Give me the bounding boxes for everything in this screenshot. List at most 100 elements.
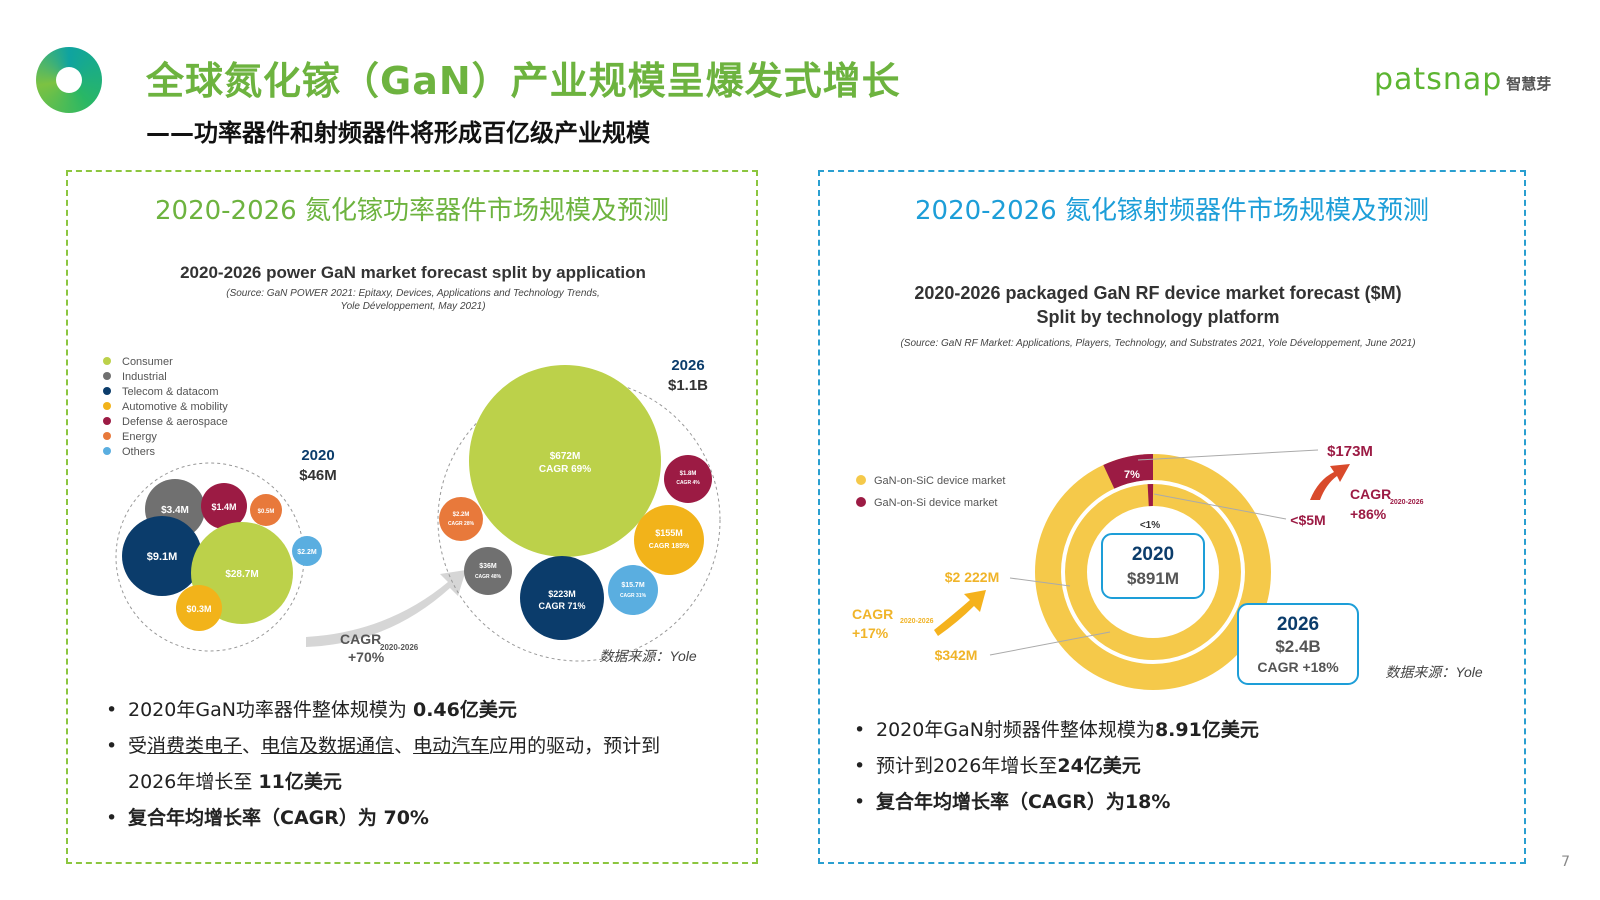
label-2020-telecom: $9.1M — [147, 551, 178, 563]
year-2026: 2026 — [671, 357, 704, 374]
legend-dot-consumer — [103, 357, 111, 365]
label-2026-industrial-cagr: CAGR 48% — [475, 574, 502, 580]
si-growth-arrow-icon — [1310, 464, 1350, 500]
panel-title-power: 2020-2026 氮化镓功率器件市场规模及预测 — [155, 196, 669, 226]
legend-dot-others — [103, 447, 111, 455]
label-2020-automotive: $0.3M — [186, 604, 211, 614]
legend-dot-defense — [103, 417, 111, 425]
legend-industrial: Industrial — [122, 371, 167, 383]
leader-2222 — [1009, 577, 1071, 587]
sic-growth-arrow-icon — [934, 590, 986, 636]
power-gan-figure: 2020-2026 power GaN market forecast spli… — [88, 252, 738, 672]
cagr-sic-value: +17% — [852, 625, 889, 641]
bullet-emphasis: 8.91亿美元 — [1154, 719, 1259, 741]
total-2020: $891M — [1127, 569, 1179, 588]
bullet-emphasis: 复合年均增长率（CAGR）为18% — [876, 791, 1171, 813]
label-2026-automotive-cagr: CAGR 185% — [649, 543, 690, 550]
cagr-sic-sub: 2020-2026 — [900, 618, 934, 625]
legend-defense: Defense & aerospace — [122, 416, 228, 428]
legend-si: GaN-on-Si device market — [874, 497, 998, 509]
bubble-2026-consumer — [469, 365, 661, 557]
cagr-sic: CAGR — [852, 606, 893, 622]
legend-telecom: Telecom & datacom — [122, 386, 219, 398]
label-2222: $2 222M — [945, 569, 999, 585]
legend-automotive: Automotive & mobility — [122, 401, 228, 413]
legend-dot-automotive — [103, 402, 111, 410]
bubble-2026-industrial — [464, 547, 512, 595]
bubble-2026-telecom — [520, 556, 604, 640]
panel-title-rf: 2020-2026 氮化镓射频器件市场规模及预测 — [915, 196, 1429, 226]
figure-source: (Source: GaN RF Market: Applications, Pl… — [900, 338, 1415, 349]
bullet-rf-cagr: 复合年均增长率（CAGR）为18% — [854, 784, 1259, 820]
label-2026-telecom: $223M — [548, 589, 576, 599]
legend-dot-si — [856, 497, 866, 507]
bubble-2020-telecom — [122, 516, 202, 596]
ring-2026-si — [1103, 454, 1154, 489]
legend-sic: GaN-on-SiC device market — [874, 475, 1005, 487]
cluster-2026-outline — [437, 378, 721, 662]
rf-gan-figure: 2020-2026 packaged GaN RF device market … — [838, 272, 1508, 692]
total-2026: $1.1B — [668, 377, 708, 394]
label-173: $173M — [1327, 443, 1373, 460]
rf-bullets: 2020年GaN射频器件整体规模为8.91亿美元 预计到2026年增长至24亿美… — [854, 712, 1259, 820]
bullet-power-drivers: 受消费类电子、电信及数据通信、电动汽车应用的驱动，预计到2026年增长至 11亿… — [106, 728, 660, 800]
label-2026-industrial: $36M — [479, 563, 497, 570]
box-2026 — [1237, 603, 1359, 685]
bullet-text: 受 — [128, 735, 148, 757]
driver-consumer-electronics: 消费类电子 — [147, 735, 243, 757]
label-2020-others: $2.2M — [297, 549, 317, 556]
legend-dot-energy — [103, 432, 111, 440]
growth-arrow-icon — [306, 570, 466, 647]
bullet-power-cagr: 复合年均增长率（CAGR）为 70% — [106, 800, 660, 836]
bullet-text: 2026年增长至 — [128, 771, 259, 793]
year-2020: 2020 — [1132, 544, 1174, 565]
leader-5 — [1153, 493, 1287, 520]
cagr-si-sub: 2020-2026 — [1390, 499, 1424, 506]
data-source: 数据来源：Yole — [599, 648, 696, 664]
label-2020-industrial: $3.4M — [161, 505, 189, 516]
bullet-text: 预计到2026年增长至 — [876, 755, 1058, 777]
power-gan-panel: 2020-2026 氮化镓功率器件市场规模及预测 2020-2026 power… — [66, 170, 758, 864]
page-number: 7 — [1561, 854, 1570, 870]
year-2020: 2020 — [301, 447, 334, 464]
page-title: 全球氮化镓（GaN）产业规模呈爆发式增长 — [146, 59, 901, 103]
brand-logo: patsnap 智慧芽 — [1374, 62, 1551, 97]
label-2026-automotive: $155M — [655, 528, 683, 538]
bullet-rf-forecast: 预计到2026年增长至24亿美元 — [854, 748, 1259, 784]
label-2020-consumer: $28.7M — [225, 569, 258, 580]
label-7pct: 7% — [1124, 469, 1140, 481]
cagr-sub: 2020-2026 — [380, 643, 419, 652]
bullet-rf-size: 2020年GaN射频器件整体规模为8.91亿美元 — [854, 712, 1259, 748]
box-2020 — [1101, 533, 1205, 599]
total-2020: $46M — [299, 467, 337, 484]
legend: Consumer Industrial Telecom & datacom Au… — [103, 356, 228, 458]
bubble-2020-energy — [250, 494, 282, 526]
bubble-2026-others — [608, 565, 658, 615]
label-2020-defense: $1.4M — [211, 502, 236, 512]
legend-dot-telecom — [103, 387, 111, 395]
bubble-2026-energy — [439, 497, 483, 541]
year-2026: 2026 — [1277, 614, 1319, 635]
legend-consumer: Consumer — [122, 356, 173, 368]
brand-name-cn: 智慧芽 — [1506, 75, 1552, 93]
label-2026-defense: $1.8M — [680, 471, 697, 477]
data-source: 数据来源：Yole — [1385, 664, 1482, 680]
label-5: <$5M — [1290, 512, 1325, 528]
leader-173 — [1137, 449, 1319, 461]
bubble-2026-automotive — [634, 505, 704, 575]
rf-gan-panel: 2020-2026 氮化镓射频器件市场规模及预测 2020-2026 packa… — [818, 170, 1526, 864]
label-342: $342M — [935, 647, 978, 663]
figure-source-2: Yole Développement, May 2021) — [340, 301, 485, 312]
bullet-text: 2020年GaN功率器件整体规模为 — [128, 699, 413, 721]
label-2026-consumer-cagr: CAGR 69% — [539, 464, 591, 475]
bubble-2020-defense — [201, 483, 247, 529]
page-subtitle: ——功率器件和射频器件将形成百亿级产业规模 — [146, 119, 650, 147]
label-2026-energy: $2.2M — [453, 512, 470, 518]
bubble-2026-defense — [664, 455, 712, 503]
bullet-separator: 、 — [394, 735, 414, 757]
driver-telecom: 电信及数据通信 — [261, 735, 395, 757]
bullet-text: 应用的驱动，预计到 — [489, 735, 661, 757]
cagr-value: +70% — [348, 649, 385, 665]
cagr-si: CAGR — [1350, 486, 1391, 502]
cagr-total: CAGR +18% — [1257, 659, 1339, 675]
